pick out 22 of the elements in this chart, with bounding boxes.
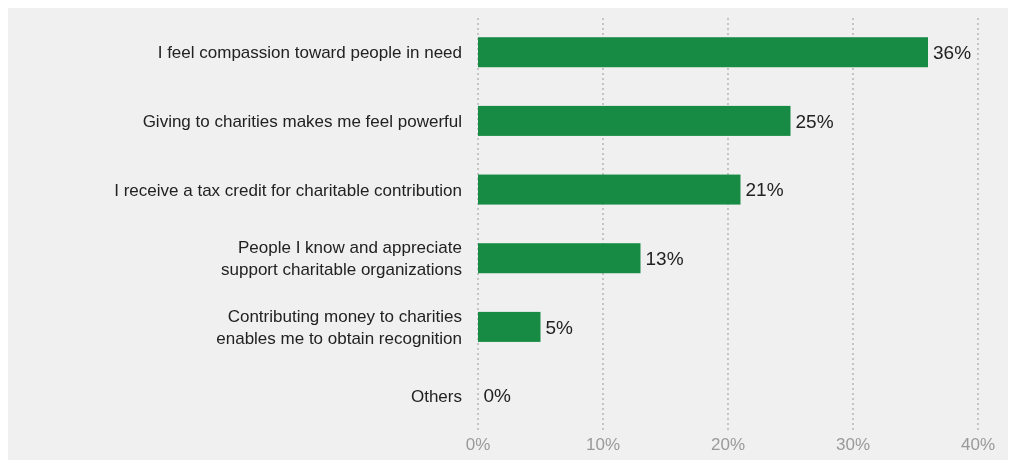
data-label: 13% [645,247,684,269]
x-tick-label: 40% [960,435,996,455]
y-tick-label: Giving to charities makes me feel powerful [142,111,462,131]
x-tick-label: 10% [585,435,621,455]
data-label: 25% [795,110,834,132]
bar [478,105,791,136]
bar [478,174,741,205]
bar [478,311,541,342]
x-tick-label: 20% [710,435,746,455]
y-tick-label: I receive a tax credit for charitable contribution [114,180,462,200]
y-tick-label: People I know and appreciate support charitable organizations [221,237,462,279]
data-label: 21% [745,179,784,201]
y-tick-label: Others [410,386,462,406]
x-tick-label: 30% [835,435,871,455]
y-tick-label: Contributing money to charities enables me to obtain recognition [216,306,462,348]
data-label: 0% [483,385,512,407]
y-tick-label: I feel compassion toward people in need [157,42,462,62]
x-tick-label: 0% [465,435,491,455]
data-label: 5% [545,316,574,338]
bar [478,243,641,274]
bar [478,37,928,68]
data-label: 36% [933,41,972,63]
